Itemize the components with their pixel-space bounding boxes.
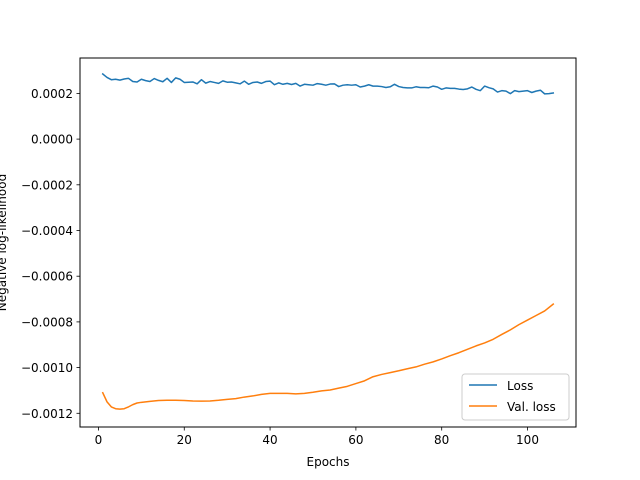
series-line-val-loss — [101, 303, 555, 410]
y-tick-label: −0.0002 — [21, 178, 73, 192]
x-tick-label: 100 — [516, 433, 539, 447]
ticks-layer: 0 20 40 60 80 100 −0.0012 −0.0010 −0.0008 −0.0006… — [21, 87, 539, 447]
x-tick-label: 0 — [95, 433, 103, 447]
x-tick-label: 40 — [262, 433, 277, 447]
y-tick-label: −0.0004 — [21, 224, 73, 238]
series-line-loss — [101, 72, 555, 95]
y-tick-label: −0.0010 — [21, 361, 73, 375]
y-tick-label: 0.0002 — [31, 87, 73, 101]
legend-label-loss: Loss — [507, 379, 533, 393]
legend: Loss Val. loss — [461, 373, 570, 421]
plot-frame — [79, 57, 577, 428]
x-tick-label: 60 — [348, 433, 363, 447]
y-tick-label: −0.0008 — [21, 315, 73, 329]
y-tick-label: −0.0006 — [21, 270, 73, 284]
x-tick-label: 80 — [434, 433, 449, 447]
x-tick-label: 20 — [177, 433, 192, 447]
y-tick-label: −0.0012 — [21, 407, 73, 421]
y-axis-label: Negative log-likelihood — [0, 174, 9, 311]
y-tick-label: 0.0000 — [31, 133, 73, 147]
legend-label-val-loss: Val. loss — [507, 400, 556, 414]
x-axis-label: Epochs — [307, 455, 350, 469]
series-layer — [101, 72, 555, 410]
